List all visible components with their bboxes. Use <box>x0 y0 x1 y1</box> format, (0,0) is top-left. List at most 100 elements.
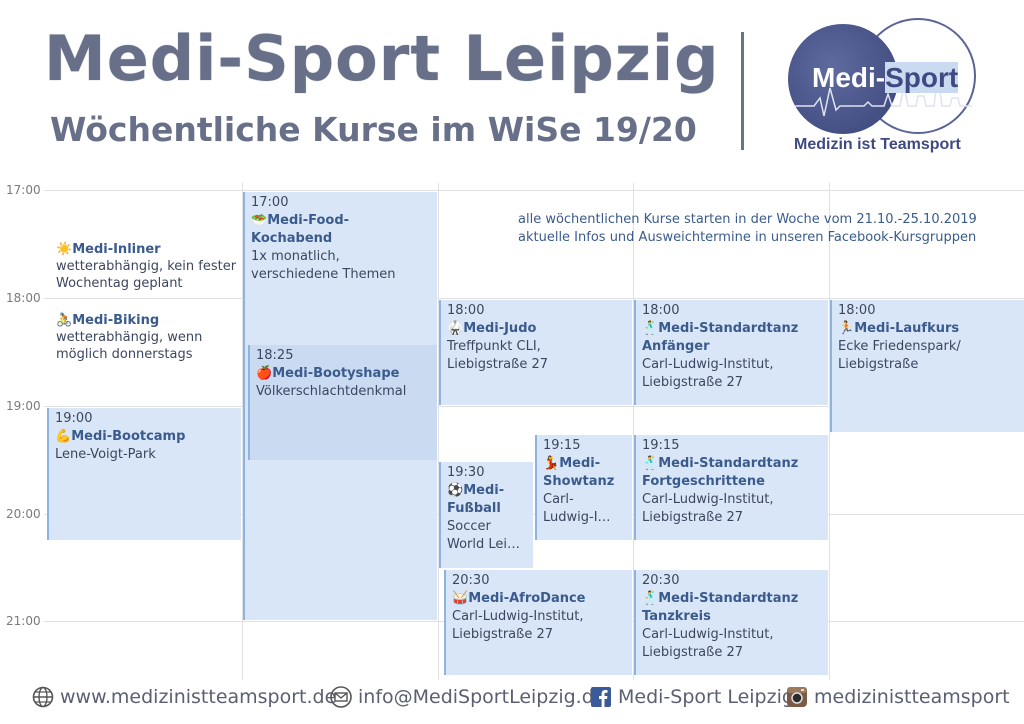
header-divider <box>741 32 744 150</box>
event-location: Carl-Ludwig-Institut, <box>642 627 774 642</box>
event-title: Medi-Bootyshape <box>272 366 400 381</box>
event-title: Fußball <box>447 501 501 516</box>
footer-contacts: www.medizinistteamsport.de info@MediSpor… <box>32 686 1022 716</box>
event-afrodance[interactable]: 20:30 🥁Medi-AfroDance Carl-Ludwig-Instit… <box>444 570 632 675</box>
grid-col-divider <box>633 183 634 680</box>
footer-instagram[interactable]: medizinistteamsport <box>786 686 1010 708</box>
event-title: Medi-Food- <box>267 213 350 228</box>
salad-icon: 🥗 <box>251 213 268 228</box>
grid-line-1900 <box>44 406 1024 407</box>
event-location: World Lei… <box>447 537 521 552</box>
event-title: Kochabend <box>251 231 333 246</box>
footer-web[interactable]: www.medizinistteamsport.de <box>32 686 336 708</box>
event-time: 18:00 <box>447 303 485 318</box>
event-title: Showtanz <box>543 474 615 489</box>
event-time: 19:30 <box>447 465 485 480</box>
event-standardtanz-anfaenger[interactable]: 18:00 🕺Medi-Standardtanz Anfänger Carl-L… <box>634 300 828 405</box>
event-standardtanz-tanzkreis[interactable]: 20:30 🕺Medi-Standardtanz Tanzkreis Carl-… <box>634 570 828 675</box>
grid-line-2000 <box>44 514 1024 515</box>
schedule-notice: alle wöchentlichen Kurse starten in der … <box>518 211 977 247</box>
runner-icon: 🏃 <box>838 321 855 336</box>
footer-instagram-text: medizinistteamsport <box>814 686 1010 708</box>
note-biking: 🚴Medi-Biking wetterabhängig, wenn möglic… <box>56 312 202 363</box>
event-time: 17:00 <box>251 195 289 210</box>
event-location: Liebigstraße 27 <box>447 357 549 372</box>
note-title: Medi-Inliner <box>72 242 161 257</box>
event-time: 18:00 <box>838 303 876 318</box>
logo-text-b: Sport <box>885 62 959 93</box>
event-showtanz[interactable]: 19:15 💃Medi- Showtanz Carl- Ludwig-I… <box>535 435 632 540</box>
event-standardtanz-fortgeschrittene[interactable]: 19:15 🕺Medi-Standardtanz Fortgeschritten… <box>634 435 828 540</box>
bike-icon: 🚴 <box>56 313 73 328</box>
event-location: Liebigstraße 27 <box>642 510 744 525</box>
event-title: Medi-Standardtanz <box>658 456 799 471</box>
dancer-icon: 🕺 <box>642 456 659 471</box>
logo-slogan: Medizin ist Teamsport <box>794 136 961 153</box>
event-location: Ludwig-I… <box>543 510 611 525</box>
event-laufkurs[interactable]: 18:00 🏃Medi-Laufkurs Ecke Friedenspark/ … <box>830 300 1024 432</box>
drum-icon: 🥁 <box>452 591 469 606</box>
note-title: Medi-Biking <box>72 313 160 328</box>
event-judo[interactable]: 18:00 🥋Medi-Judo Treffpunkt CLI, Liebigs… <box>439 300 632 405</box>
event-location: Liebigstraße 27 <box>642 645 744 660</box>
event-fussball[interactable]: 19:30 ⚽Medi- Fußball Soccer World Lei… <box>439 462 533 568</box>
event-time: 19:00 <box>55 411 93 426</box>
event-title: Medi-AfroDance <box>468 591 586 606</box>
dancer-icon: 💃 <box>543 456 560 471</box>
note-text: wetterabhängig, wenn <box>56 330 203 345</box>
notice-line: aktuelle Infos und Ausweichtermine in un… <box>518 230 977 245</box>
facebook-icon <box>591 687 611 707</box>
note-inliner: ☀️Medi-Inliner wetterabhängig, kein fest… <box>56 241 236 292</box>
event-time: 20:30 <box>452 573 490 588</box>
event-bootyshape[interactable]: 18:25 🍎Medi-Bootyshape Völkerschlachtden… <box>248 345 437 460</box>
soccer-ball-icon: ⚽ <box>447 483 464 498</box>
muscle-icon: 💪 <box>55 429 72 444</box>
event-title: Anfänger <box>642 339 710 354</box>
event-location: Carl-Ludwig-Institut, <box>642 357 774 372</box>
grid-col-divider <box>829 183 830 680</box>
logo-wordmark: Medi-Sport <box>812 62 959 94</box>
note-text: möglich donnerstags <box>56 347 193 362</box>
time-label: 19:00 <box>6 399 41 413</box>
event-title: Medi- <box>463 483 505 498</box>
footer-web-text: www.medizinistteamsport.de <box>60 686 337 708</box>
time-label: 20:00 <box>6 507 41 521</box>
event-time: 20:30 <box>642 573 680 588</box>
event-location: verschiedene Themen <box>251 267 396 282</box>
footer-mail[interactable]: info@MediSportLeipzig.de <box>330 686 605 708</box>
judo-icon: 🥋 <box>447 321 464 336</box>
event-location: Soccer <box>447 519 491 534</box>
event-location: Carl-Ludwig-Institut, <box>642 492 774 507</box>
page-title: Medi-Sport Leipzig <box>44 22 720 95</box>
event-location: Liebigstraße 27 <box>642 375 744 390</box>
event-location: Völkerschlachtdenkmal <box>256 384 407 399</box>
grid-col-divider <box>438 183 439 680</box>
dancer-icon: 🕺 <box>642 591 659 606</box>
time-label: 21:00 <box>6 614 41 628</box>
grid-col-divider <box>242 183 243 680</box>
globe-icon <box>32 686 54 708</box>
logo-text-a: Medi- <box>812 62 886 93</box>
footer-facebook-text: Medi-Sport Leipzig <box>618 686 794 708</box>
page-subtitle: Wöchentliche Kurse im WiSe 19/20 <box>50 110 697 149</box>
event-location: Ecke Friedenspark/ <box>838 339 961 354</box>
event-location: Carl-Ludwig-Institut, <box>452 609 584 624</box>
event-location: Carl- <box>543 492 574 507</box>
event-title: Medi-Standardtanz <box>658 591 799 606</box>
sun-icon: ☀️ <box>56 242 73 257</box>
grid-line-1700 <box>44 190 1024 191</box>
event-title: Medi-Laufkurs <box>854 321 960 336</box>
event-location: Liebigstraße <box>838 357 919 372</box>
event-time: 18:00 <box>642 303 680 318</box>
event-location: Lene-Voigt-Park <box>55 447 156 462</box>
footer-facebook[interactable]: Medi-Sport Leipzig <box>590 686 794 708</box>
event-bootcamp[interactable]: 19:00 💪Medi-Bootcamp Lene-Voigt-Park <box>47 408 241 540</box>
event-title: Fortgeschrittene <box>642 474 765 489</box>
event-time: 19:15 <box>642 438 680 453</box>
event-location: Liebigstraße 27 <box>452 627 554 642</box>
time-label: 18:00 <box>6 291 41 305</box>
grid-line-1800 <box>44 298 1024 299</box>
event-time: 19:15 <box>543 438 581 453</box>
apple-icon: 🍎 <box>256 366 273 381</box>
event-location: Treffpunkt CLI, <box>447 339 541 354</box>
